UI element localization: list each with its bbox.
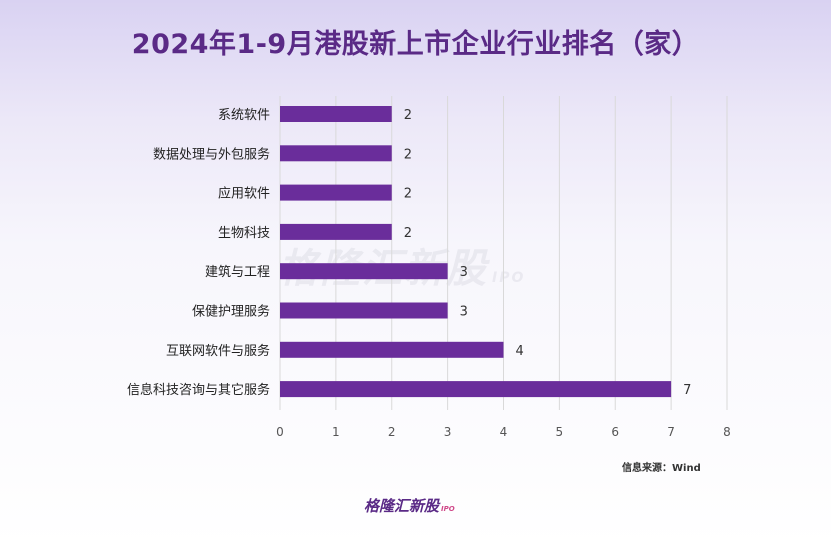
bar [280, 223, 392, 240]
x-tick-label: 6 [611, 425, 619, 439]
data-label: 2 [404, 226, 412, 241]
data-label: 3 [460, 265, 468, 280]
data-label: 2 [404, 108, 412, 123]
bar [280, 145, 392, 162]
x-tick-label: 2 [388, 425, 396, 439]
chart-title: 2024年1-9月港股新上市企业行业排名（家） [131, 29, 700, 60]
bar [280, 263, 448, 280]
bar [280, 184, 392, 201]
bar [280, 381, 672, 398]
x-tick-label: 7 [667, 425, 675, 439]
category-label: 生物科技 [218, 226, 270, 241]
category-label: 系统软件 [218, 108, 270, 123]
data-label: 2 [404, 147, 412, 162]
x-tick-label: 0 [276, 425, 284, 439]
data-label: 7 [683, 383, 691, 398]
bar [280, 302, 448, 319]
x-tick-label: 1 [332, 425, 340, 439]
category-label: 信息科技咨询与其它服务 [127, 382, 270, 398]
data-label: 2 [404, 187, 412, 202]
x-tick-label: 3 [444, 425, 452, 439]
bar [280, 106, 392, 122]
category-label: 应用软件 [218, 186, 270, 202]
category-label: 互联网软件与服务 [166, 343, 270, 359]
footer-brand: 格隆汇新股 [364, 497, 440, 515]
bar [280, 341, 504, 358]
data-label: 4 [516, 344, 524, 359]
category-label: 建筑与工程 [205, 264, 270, 280]
footer-logo: 格隆汇新股 IPO [364, 495, 455, 516]
x-tick-label: 8 [723, 425, 731, 439]
x-tick-label: 4 [500, 425, 508, 439]
source-note: 信息来源：Wind [622, 463, 701, 474]
x-tick-label: 5 [556, 425, 564, 439]
data-label: 3 [460, 305, 468, 320]
category-label: 保健护理服务 [192, 304, 270, 320]
footer-suffix: IPO [441, 505, 455, 513]
category-label: 数据处理与外包服务 [153, 146, 270, 162]
